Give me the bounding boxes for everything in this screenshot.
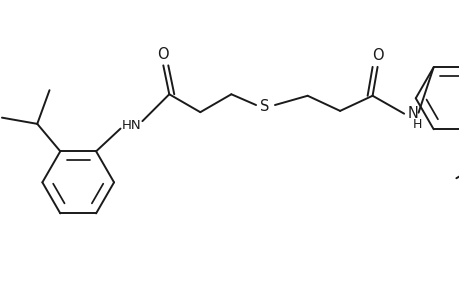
Text: S: S bbox=[260, 99, 269, 114]
Text: O: O bbox=[371, 48, 382, 63]
Text: HN: HN bbox=[121, 118, 141, 132]
Text: O: O bbox=[157, 47, 169, 62]
Text: H: H bbox=[412, 118, 421, 131]
Text: N: N bbox=[406, 106, 417, 121]
